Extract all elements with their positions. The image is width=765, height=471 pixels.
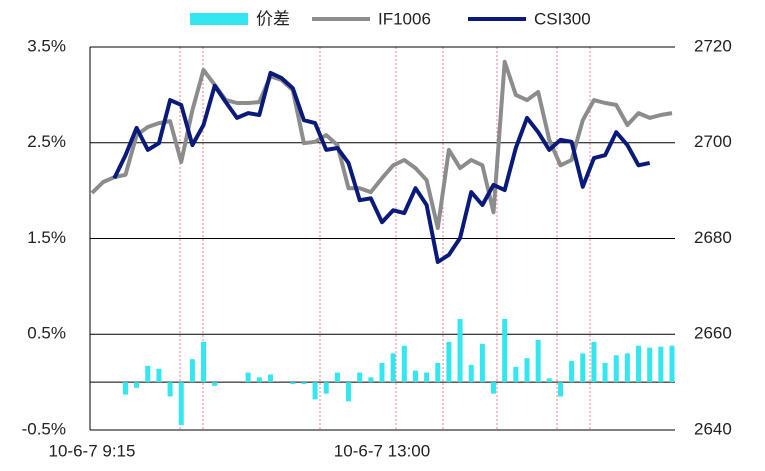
legend-swatch <box>190 13 248 25</box>
bar <box>167 382 173 397</box>
bar <box>245 372 251 383</box>
x-tick-label: 10-6-7 13:00 <box>334 441 430 460</box>
bar <box>178 382 184 426</box>
y-tick-label: 0.5% <box>27 324 66 343</box>
bar <box>457 318 463 383</box>
legend-label: IF1006 <box>378 9 431 28</box>
y-tick-label: 1.5% <box>27 228 66 247</box>
bar <box>658 346 664 383</box>
bar <box>368 377 374 383</box>
bar <box>379 362 385 383</box>
bar <box>301 382 307 385</box>
bar <box>591 341 597 383</box>
bar <box>513 366 519 383</box>
bar <box>491 382 497 394</box>
bar <box>412 370 418 383</box>
line-2 <box>112 70 651 264</box>
y2-tick-label: 2660 <box>694 324 732 343</box>
bar <box>524 358 530 383</box>
bar <box>346 382 352 402</box>
bar <box>669 345 675 383</box>
line-1 <box>90 59 673 230</box>
bar <box>334 372 340 383</box>
bar <box>323 382 329 394</box>
bar <box>569 361 575 383</box>
y2-tick-label: 2700 <box>694 132 732 151</box>
bar <box>390 353 396 383</box>
bar <box>580 353 586 383</box>
bar <box>613 355 619 383</box>
bar <box>134 382 140 388</box>
bar <box>546 378 552 383</box>
bar <box>624 353 630 383</box>
y2-tick-label: 2640 <box>694 419 732 438</box>
x-tick-label: 10-6-7 9:15 <box>49 441 136 460</box>
y-tick-label: 3.5% <box>27 36 66 55</box>
y-tick-label: -0.5% <box>22 419 66 438</box>
bar <box>647 347 653 383</box>
bar <box>435 362 441 383</box>
bar <box>256 377 262 383</box>
legend-label: 价差 <box>256 9 290 28</box>
bar <box>535 339 541 383</box>
bar <box>212 382 218 386</box>
bar <box>201 341 207 383</box>
bar <box>156 368 162 383</box>
bar <box>446 341 452 383</box>
y2-tick-label: 2680 <box>694 228 732 247</box>
bar <box>502 318 508 383</box>
bar <box>267 374 273 383</box>
bar <box>357 372 363 383</box>
bar <box>290 382 296 385</box>
bar <box>122 382 128 395</box>
bar <box>189 359 195 383</box>
bar <box>312 382 318 400</box>
bar <box>602 362 608 383</box>
legend-label: CSI300 <box>534 9 591 28</box>
bar <box>468 364 474 383</box>
bar <box>636 345 642 383</box>
bar <box>401 345 407 383</box>
bar <box>145 365 151 383</box>
bar <box>424 372 430 383</box>
y-tick-label: 2.5% <box>27 132 66 151</box>
bar <box>557 382 563 397</box>
bar <box>479 343 485 383</box>
y2-tick-label: 2720 <box>694 36 732 55</box>
